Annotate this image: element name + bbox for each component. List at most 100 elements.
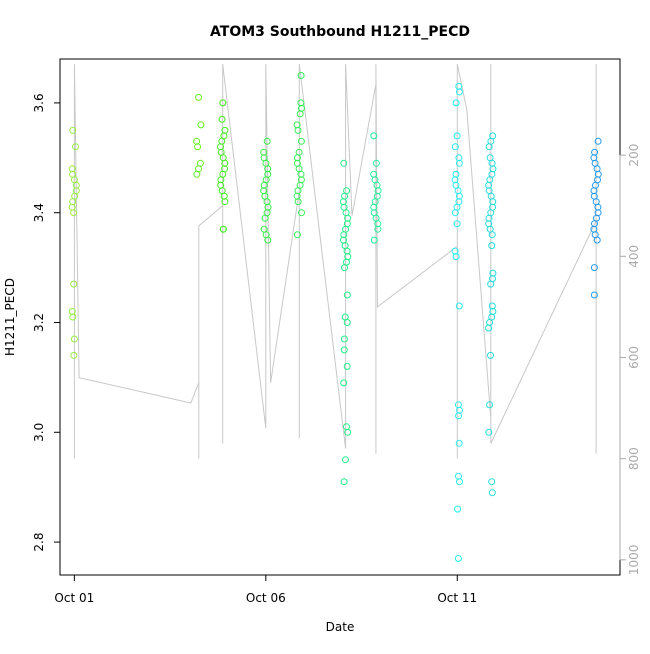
x-axis: Oct 01 Oct 06 Oct 11 (54, 574, 477, 605)
data-point (294, 126, 302, 134)
data-point (340, 379, 348, 387)
series-9 (485, 132, 497, 497)
data-point (340, 346, 348, 354)
series-8 (451, 82, 463, 562)
data-point (370, 236, 378, 244)
y-tick-label: 2.8 (32, 533, 46, 552)
y-tick-label: 3.0 (32, 423, 46, 442)
data-point (343, 362, 351, 370)
data-point (261, 214, 269, 222)
data-point (341, 264, 348, 272)
y-axis-label: H1211_PECD (3, 278, 17, 356)
data-point (456, 478, 463, 486)
pressure-trace-line (73, 63, 597, 459)
data-point (452, 253, 460, 261)
y2-tick-label: 200 (627, 144, 641, 167)
data-point (343, 319, 351, 326)
data-point (221, 198, 229, 206)
data-point (594, 137, 602, 145)
data-point (455, 412, 463, 420)
data-point (453, 132, 461, 140)
data-point (219, 225, 227, 233)
data-point (263, 137, 271, 145)
y-tick-label: 3.4 (32, 203, 46, 222)
series-4 (260, 137, 272, 244)
y2-tick-label: 800 (627, 447, 641, 470)
x-tick-label: Oct 06 (246, 591, 286, 605)
data-point (454, 555, 462, 562)
data-point (72, 181, 80, 189)
data-point (486, 401, 494, 409)
data-point (195, 93, 203, 101)
data-point (451, 143, 459, 151)
data-point (372, 159, 380, 167)
series-5 (293, 72, 305, 239)
data-point (72, 143, 79, 151)
data-point (455, 439, 463, 447)
data-point (451, 209, 459, 217)
y2-tick-label: 600 (627, 346, 641, 369)
data-point (70, 280, 78, 288)
data-point (455, 159, 463, 167)
data-point (70, 335, 78, 343)
data-point (342, 456, 349, 464)
data-point (260, 181, 268, 189)
data-point (488, 242, 496, 250)
data-point (70, 351, 78, 359)
y-tick-label: 3.6 (32, 93, 46, 112)
data-point (343, 291, 351, 299)
data-point (340, 159, 348, 167)
series-3 (217, 99, 229, 233)
data-point (488, 489, 496, 497)
series-10 (590, 137, 602, 299)
series-6 (339, 159, 352, 486)
data-point (218, 115, 226, 123)
data-point (296, 110, 304, 118)
data-point (485, 324, 493, 332)
pressure-trace-layer (73, 63, 597, 459)
data-point (455, 302, 463, 310)
data-point (297, 72, 305, 79)
data-point (264, 236, 272, 244)
data-point (455, 88, 463, 96)
data-points-layer (68, 72, 602, 562)
data-point (370, 132, 378, 140)
series-7 (370, 132, 382, 244)
data-point (340, 478, 348, 486)
data-point (197, 121, 205, 129)
chart-title: ATOM3 Southbound H1211_PECD (210, 24, 470, 40)
x-tick-label: Oct 01 (54, 591, 94, 605)
data-point (488, 231, 496, 239)
y2-axis: 200 400 600 800 1000 (619, 144, 641, 576)
data-point (590, 291, 598, 299)
y-tick-label: 3.2 (32, 313, 46, 332)
data-point (454, 505, 462, 513)
data-point (193, 170, 201, 178)
data-point (298, 209, 305, 217)
data-point (488, 478, 496, 486)
data-point (69, 126, 77, 134)
data-point (340, 335, 348, 343)
data-point (219, 99, 227, 107)
data-point (294, 198, 302, 206)
data-point (487, 351, 494, 359)
data-point (374, 225, 382, 233)
series-1 (68, 126, 80, 359)
data-point (485, 181, 493, 189)
x-axis-label: Date (326, 620, 355, 634)
data-point (485, 143, 493, 151)
data-point (344, 428, 352, 436)
y2-tick-label: 400 (627, 245, 641, 268)
data-point (297, 137, 305, 145)
series-2 (193, 93, 205, 178)
data-point (293, 231, 301, 239)
data-point (590, 264, 598, 272)
data-point (487, 280, 495, 288)
y2-tick-label: 1000 (627, 545, 641, 576)
data-point (69, 313, 77, 321)
data-point (593, 236, 601, 244)
data-point (340, 231, 348, 239)
